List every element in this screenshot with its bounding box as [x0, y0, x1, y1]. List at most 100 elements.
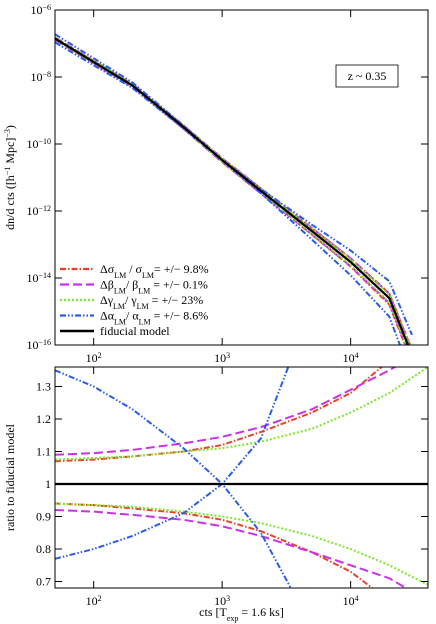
series-line — [55, 369, 292, 588]
legend-label-part: LM — [137, 302, 149, 311]
y-tick-label-part: 10 — [26, 271, 38, 285]
legend-label-part: / α — [126, 309, 139, 323]
series-line — [55, 33, 401, 345]
x-tick-label-part: 2 — [98, 351, 102, 360]
x-tick-label-part: 10 — [343, 594, 355, 608]
y-tick-label-part: 10 — [30, 70, 42, 84]
legend-label-part: Δγ — [100, 293, 114, 307]
legend-label-part: / β — [126, 278, 138, 292]
y-tick-label: 10−8 — [30, 70, 51, 85]
series-line — [55, 509, 408, 588]
legend-label-part: LM — [142, 271, 154, 280]
x-axis-label-part: exp — [227, 614, 239, 623]
y-tick-label-part: −12 — [38, 204, 51, 213]
y-tick-label-part: 10 — [26, 204, 38, 218]
legend-label-part: Δα — [100, 309, 115, 323]
series-line — [55, 367, 290, 560]
legend-label-part: = +/− 23% — [149, 293, 204, 307]
y-tick-label-part: −8 — [42, 70, 51, 79]
y-axis-label-part: ratio to fiducial model — [3, 423, 17, 531]
legend-label-part: = +/− 9.8% — [154, 262, 209, 276]
legend-label-part: Δσ — [100, 262, 115, 276]
x-tick-label: 102 — [86, 594, 102, 609]
x-tick-label: 104 — [343, 594, 359, 609]
legend-label-part: LM — [138, 286, 150, 295]
legend-label-part: LM — [114, 317, 126, 326]
x-tick-label: 103 — [214, 594, 230, 609]
series-line — [55, 502, 374, 588]
x-tick-label-part: 10 — [214, 594, 226, 608]
x-tick-label: 104 — [343, 351, 359, 366]
legend-label: fiducial model — [100, 324, 170, 338]
y-axis-label-part: dn/d cts ([h — [3, 175, 17, 230]
x-tick-label-part: 10 — [214, 351, 226, 365]
legend-label-part: LM — [139, 317, 151, 326]
legend-label: ΔσLM / σLM= +/− 9.8% — [100, 262, 209, 280]
y-tick-label-part: 10 — [26, 137, 38, 151]
plot-frame — [54, 9, 429, 346]
y-tick-label: 0.8 — [36, 542, 51, 556]
y-axis-label-part: Mpc] — [3, 138, 17, 167]
legend-label: ΔαLM/ αLM = +/− 8.6% — [100, 309, 208, 327]
y-axis-label-part: −3 — [3, 129, 12, 138]
y-axis-label: ratio to fiducial model — [3, 423, 17, 531]
legend-label: ΔγLM/ γLM = +/− 23% — [100, 293, 203, 311]
y-axis-label: dn/d cts ([h−1 Mpc]−3) — [3, 125, 18, 230]
legend-label-part: = +/− 8.6% — [151, 309, 209, 323]
series-line — [55, 37, 410, 345]
y-tick-label: 1.3 — [36, 380, 51, 394]
annotation: z ~ 0.35 — [348, 69, 387, 83]
x-tick-label-part: 10 — [86, 351, 98, 365]
series-line — [55, 367, 397, 456]
annotation-box — [335, 64, 399, 88]
series-line — [55, 367, 384, 463]
series-line — [55, 38, 408, 345]
legend-label-part: = +/− 0.1% — [150, 278, 208, 292]
y-tick-label: 10−14 — [26, 271, 51, 286]
x-tick-label-part: 3 — [226, 594, 230, 603]
x-axis-label-part: cts [T — [199, 605, 227, 619]
x-tick-label-part: 10 — [86, 594, 98, 608]
x-tick-label: 103 — [214, 351, 230, 366]
legend-label: ΔβLM/ βLM = +/− 0.1% — [100, 278, 208, 296]
y-tick-label: 10−10 — [26, 137, 51, 152]
plot-area — [55, 33, 413, 345]
series-line — [55, 502, 428, 586]
legend-label-part: LM — [114, 286, 126, 295]
y-tick-label-part: 10 — [26, 338, 38, 352]
legend-label-part: LM — [113, 302, 125, 311]
x-tick-label-part: 10 — [343, 351, 355, 365]
y-tick-label: 1.1 — [36, 445, 51, 459]
y-tick-label: 10−12 — [26, 204, 51, 219]
y-tick-label-part: −6 — [42, 3, 51, 12]
y-axis-label-part: −1 — [3, 167, 12, 176]
y-tick-label: 10−6 — [30, 3, 51, 18]
y-axis-label-part: ) — [3, 125, 17, 129]
y-tick-label: 1.2 — [36, 412, 51, 426]
y-tick-label-part: 10 — [30, 3, 42, 17]
y-tick-label-part: −16 — [38, 338, 51, 347]
y-tick-label: 0.7 — [36, 575, 51, 589]
x-tick-label-part: 4 — [355, 594, 359, 603]
y-tick-label-part: −14 — [38, 271, 51, 280]
plot-area — [55, 367, 428, 588]
series-line — [55, 367, 428, 461]
y-tick-label-part: −10 — [38, 137, 51, 146]
series-line — [55, 36, 411, 345]
legend-label-part: / σ — [126, 262, 142, 276]
x-tick-label: 102 — [86, 351, 102, 366]
y-tick-label: 1 — [45, 477, 51, 491]
legend-label-part: fiducial model — [100, 324, 170, 338]
series-line — [55, 36, 411, 345]
x-axis-label: cts [Texp = 1.6 ks] — [199, 605, 284, 623]
legend-label-part: LM — [114, 271, 126, 280]
legend-label-part: / γ — [125, 293, 137, 307]
y-tick-label: 10−16 — [26, 338, 51, 353]
x-axis-label-part: = 1.6 ks] — [238, 605, 283, 619]
legend-label-part: Δβ — [100, 278, 114, 292]
x-tick-label-part: 2 — [98, 594, 102, 603]
plot-frame — [54, 366, 429, 589]
y-tick-label: 0.9 — [36, 510, 51, 524]
